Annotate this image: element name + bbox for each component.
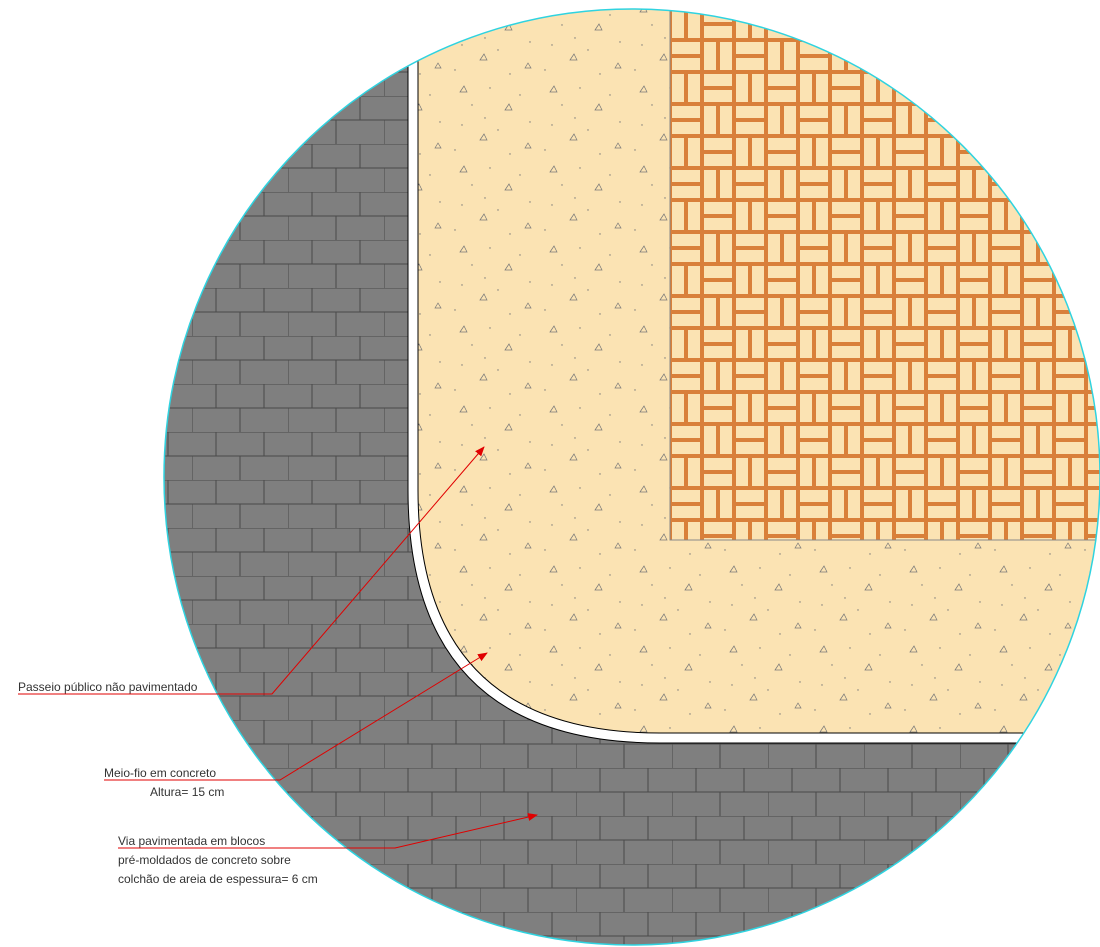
leaders	[18, 446, 538, 849]
label: Via pavimentada em blocos	[118, 834, 265, 848]
label: Passeio público não pavimentado	[18, 680, 198, 694]
label: colchão de areia de espessura= 6 cm	[118, 872, 318, 886]
detail-circle	[163, 8, 1100, 946]
label: pré-moldados de concreto sobre	[118, 853, 291, 867]
label: Meio-fio em concreto	[104, 766, 216, 780]
label: Altura= 15 cm	[150, 785, 224, 799]
